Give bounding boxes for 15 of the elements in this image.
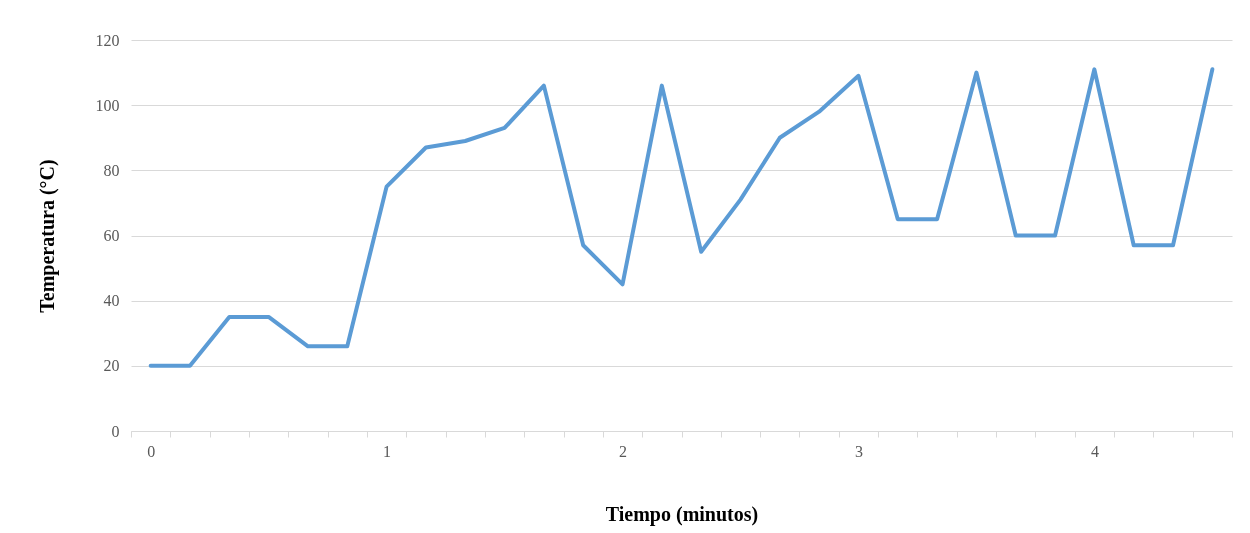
x-axis-title: Tiempo (minutos) xyxy=(605,502,759,526)
line-series xyxy=(148,67,1215,368)
x-tick-label: 2 xyxy=(619,442,628,460)
y-tick-label: 100 xyxy=(95,96,120,114)
y-tick-label: 20 xyxy=(103,357,120,375)
x-tick-label: 4 xyxy=(1090,442,1099,460)
x-tick-label: 3 xyxy=(854,442,863,460)
y-tick-label: 0 xyxy=(111,422,120,440)
x-tick-label: 1 xyxy=(383,442,392,460)
y-tick-label: 60 xyxy=(103,227,120,244)
y-tick-label: 80 xyxy=(103,161,120,179)
y-axis-title: Temperatura (°C) xyxy=(35,159,59,313)
x-tick-label: 0 xyxy=(147,442,156,460)
y-tick-label: 40 xyxy=(103,292,120,310)
y-tick-label: 120 xyxy=(95,31,120,49)
